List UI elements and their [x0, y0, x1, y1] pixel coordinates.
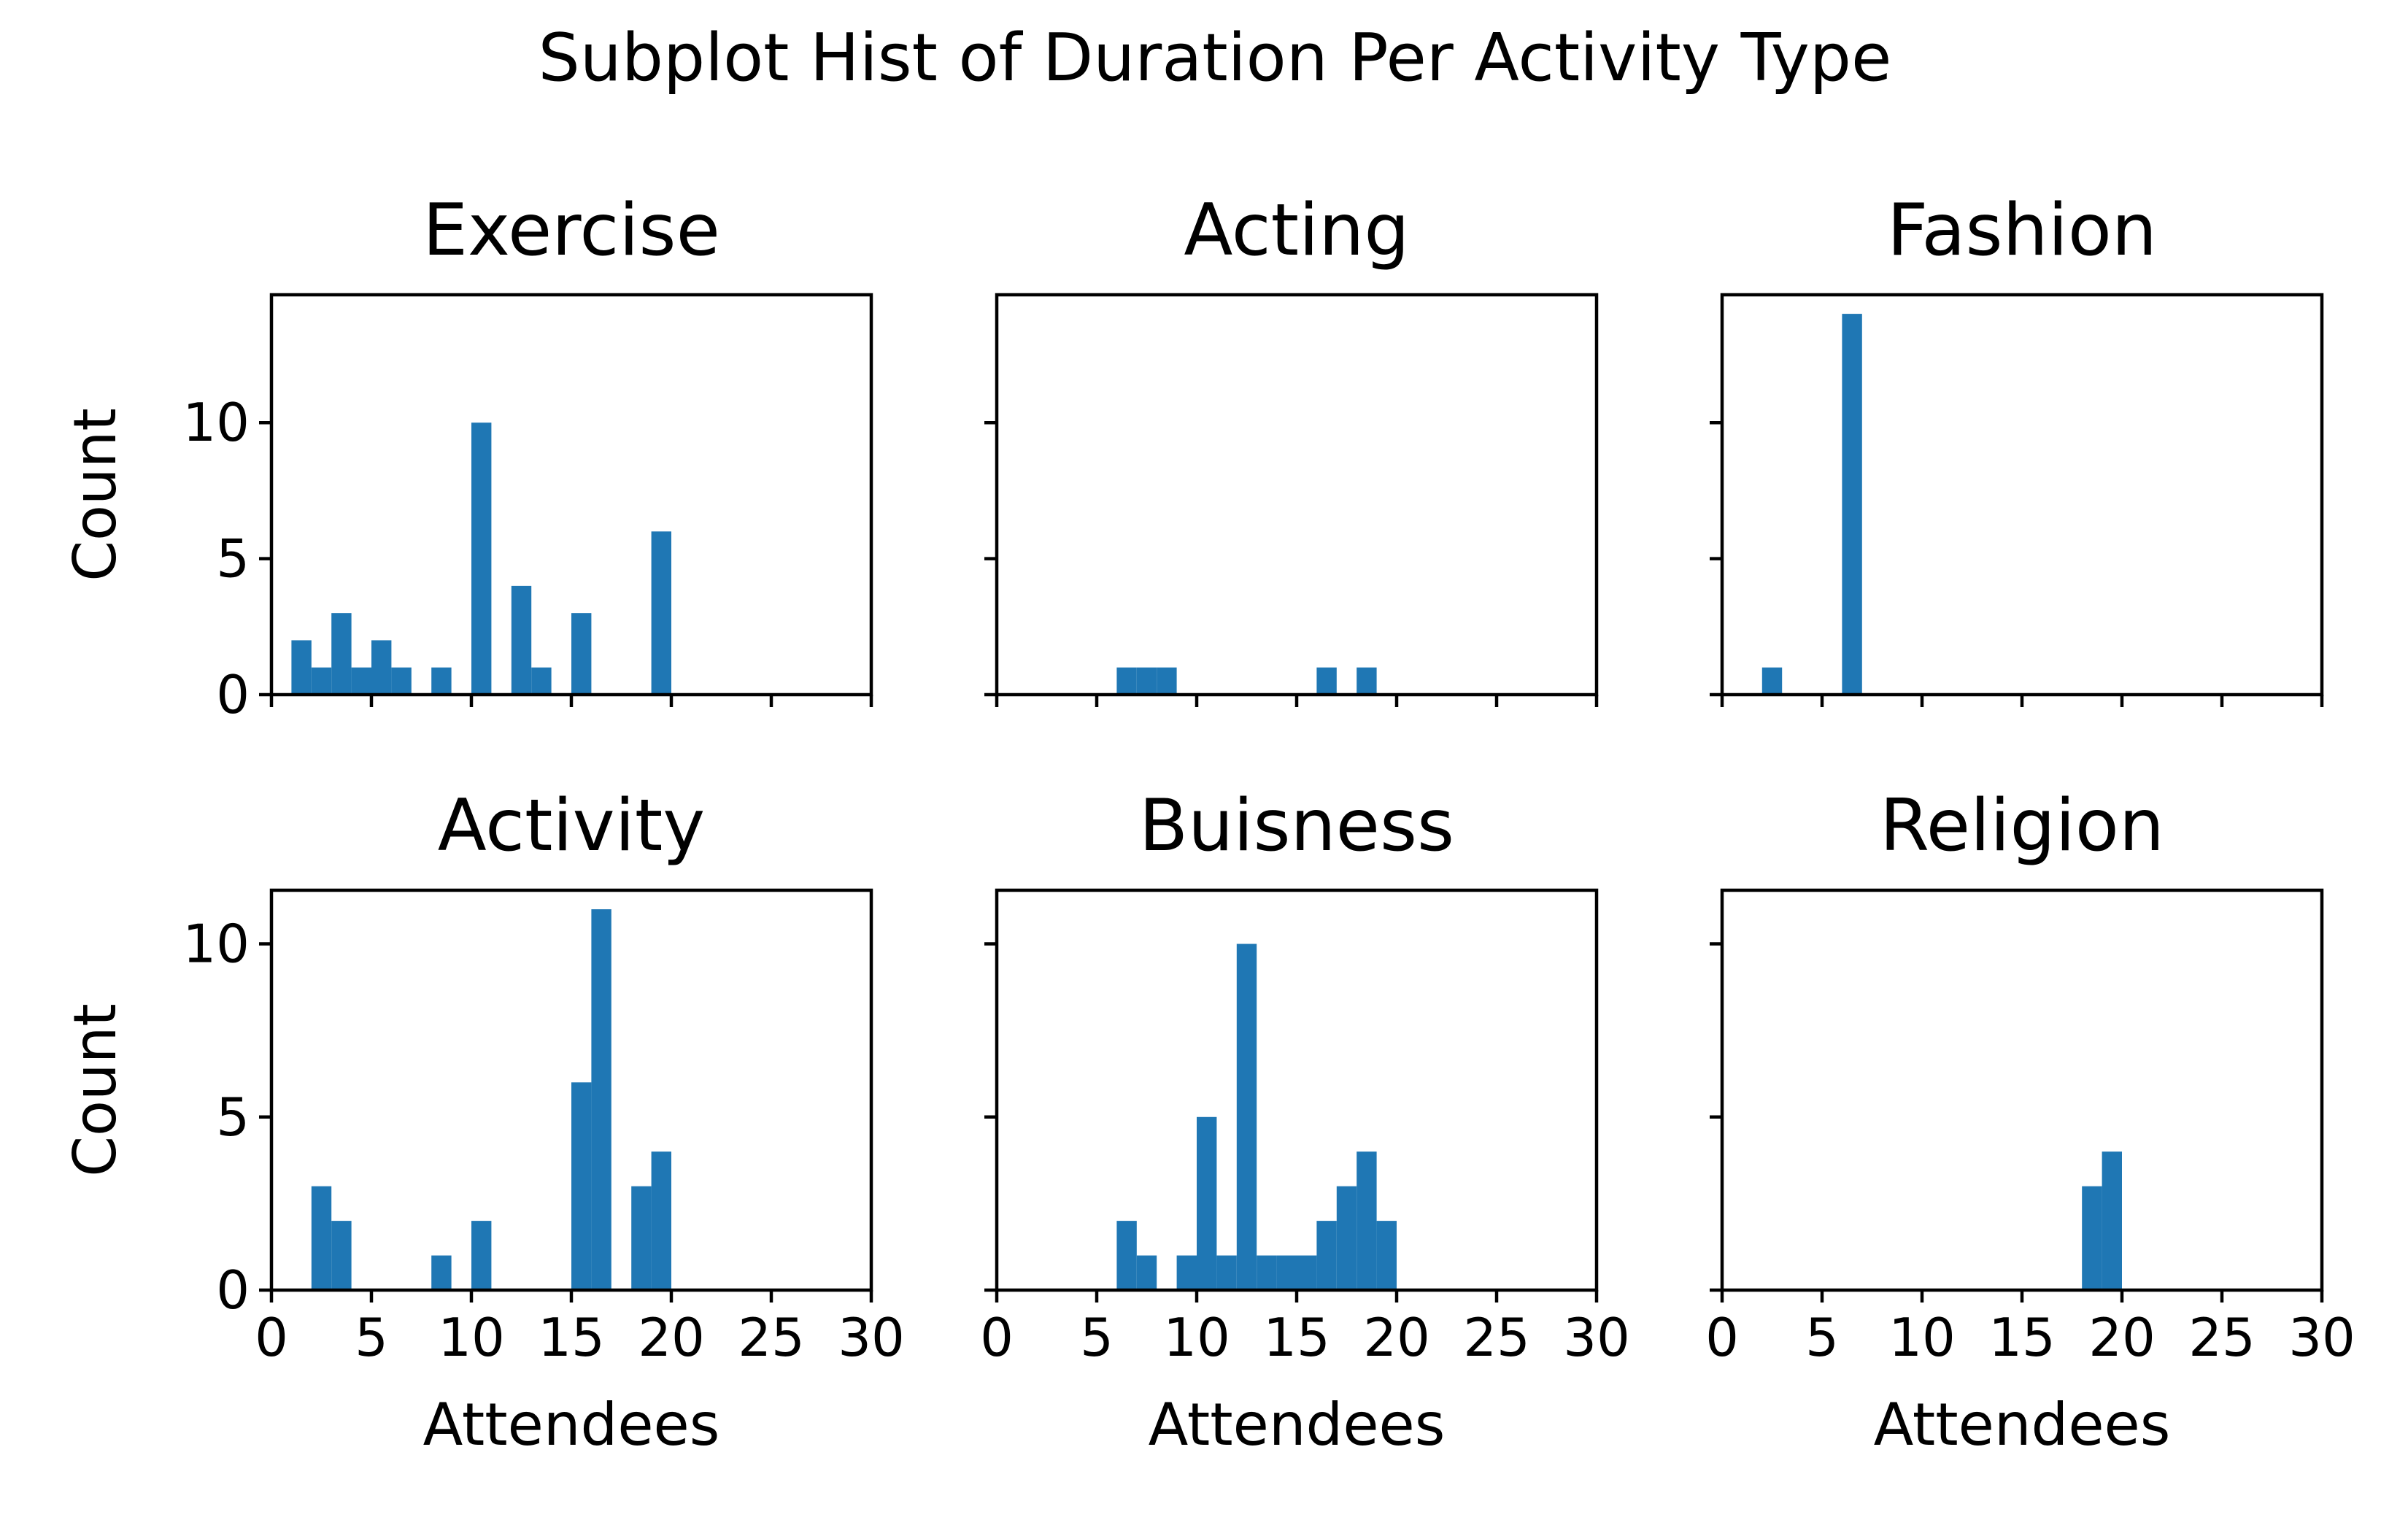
y-tick-label-exercise-5: 5	[216, 528, 250, 590]
bar-exercise-6	[391, 667, 412, 695]
bar-activity-8	[431, 1255, 452, 1290]
x-tick-label-religion-25: 25	[2188, 1307, 2255, 1368]
x-tick-label-buisness-20: 20	[1363, 1307, 1430, 1368]
bar-activity-19	[651, 1151, 671, 1290]
bar-buisness-13	[1257, 1255, 1277, 1290]
bar-buisness-14	[1276, 1255, 1297, 1290]
bar-activity-2	[311, 1186, 332, 1290]
bar-acting-6	[1116, 667, 1137, 695]
x-tick-label-buisness-30: 30	[1563, 1307, 1630, 1368]
x-axis-label-buisness: Attendees	[1149, 1391, 1446, 1459]
y-tick-label-activity-10: 10	[182, 914, 250, 975]
x-tick-label-religion-0: 0	[1705, 1307, 1739, 1368]
y-axis-label-exercise: Count	[61, 408, 129, 582]
bar-exercise-10	[471, 422, 492, 695]
y-tick-label-activity-0: 0	[216, 1259, 250, 1321]
bar-buisness-7	[1136, 1255, 1157, 1290]
bar-exercise-4	[351, 667, 371, 695]
x-tick-label-buisness-5: 5	[1080, 1307, 1114, 1368]
x-tick-label-buisness-0: 0	[980, 1307, 1014, 1368]
y-tick-label-exercise-0: 0	[216, 664, 250, 725]
y-tick-label-activity-5: 5	[216, 1087, 250, 1148]
y-tick-label-exercise-10: 10	[182, 392, 250, 453]
x-tick-label-religion-5: 5	[1805, 1307, 1839, 1368]
bar-activity-18	[631, 1186, 652, 1290]
bar-exercise-3	[331, 613, 352, 695]
x-tick-label-buisness-15: 15	[1263, 1307, 1330, 1368]
bar-buisness-18	[1357, 1151, 1377, 1290]
bar-activity-16	[591, 909, 611, 1290]
bar-buisness-17	[1336, 1186, 1357, 1290]
x-tick-label-activity-0: 0	[255, 1307, 288, 1368]
bar-exercise-15	[571, 613, 592, 695]
x-tick-label-activity-15: 15	[538, 1307, 605, 1368]
x-tick-label-activity-5: 5	[355, 1307, 388, 1368]
bar-buisness-12	[1236, 943, 1257, 1290]
bar-exercise-8	[431, 667, 452, 695]
bar-acting-16	[1316, 667, 1337, 695]
x-tick-label-religion-20: 20	[2088, 1307, 2156, 1368]
x-axis-label-activity: Attendees	[423, 1391, 720, 1459]
x-tick-label-activity-25: 25	[738, 1307, 805, 1368]
bar-fashion-2	[1761, 667, 1783, 695]
bar-buisness-10	[1197, 1116, 1217, 1290]
bar-buisness-9	[1176, 1255, 1197, 1290]
bar-buisness-16	[1316, 1221, 1337, 1290]
subplot-title-buisness: Buisness	[1139, 784, 1454, 868]
subplot-title-acting: Acting	[1184, 189, 1409, 272]
bar-buisness-11	[1216, 1255, 1237, 1290]
bar-exercise-13	[531, 667, 552, 695]
bar-activity-10	[471, 1221, 492, 1290]
subplot-title-fashion: Fashion	[1887, 189, 2157, 272]
bar-religion-19	[2102, 1151, 2122, 1290]
bar-exercise-2	[311, 667, 332, 695]
bar-religion-18	[2082, 1186, 2102, 1290]
subplot-title-religion: Religion	[1880, 784, 2164, 868]
bar-exercise-1	[291, 640, 312, 695]
x-tick-label-religion-15: 15	[1988, 1307, 2056, 1368]
bar-buisness-15	[1297, 1255, 1317, 1290]
subplot-title-activity: Activity	[438, 784, 706, 868]
bar-acting-18	[1357, 667, 1377, 695]
x-tick-label-activity-20: 20	[638, 1307, 705, 1368]
x-tick-label-activity-30: 30	[838, 1307, 905, 1368]
bar-activity-15	[571, 1082, 592, 1290]
bar-acting-8	[1157, 667, 1177, 695]
y-axis-label-activity: Count	[61, 1003, 129, 1177]
bar-fashion-6	[1842, 314, 1862, 695]
x-axis-label-religion: Attendees	[1874, 1391, 2171, 1459]
bar-buisness-19	[1376, 1221, 1397, 1290]
x-tick-label-buisness-10: 10	[1163, 1307, 1230, 1368]
bar-exercise-12	[511, 585, 532, 695]
x-tick-label-buisness-25: 25	[1463, 1307, 1530, 1368]
bar-exercise-19	[651, 531, 671, 695]
x-tick-label-religion-10: 10	[1888, 1307, 1956, 1368]
bar-acting-7	[1136, 667, 1157, 695]
bar-exercise-5	[371, 640, 392, 695]
x-tick-label-religion-30: 30	[2288, 1307, 2355, 1368]
bar-buisness-6	[1116, 1221, 1137, 1290]
x-tick-label-activity-10: 10	[438, 1307, 505, 1368]
figure-title: Subplot Hist of Duration Per Activity Ty…	[539, 20, 1892, 96]
bar-activity-3	[331, 1221, 352, 1290]
subplot-title-exercise: Exercise	[422, 189, 720, 272]
